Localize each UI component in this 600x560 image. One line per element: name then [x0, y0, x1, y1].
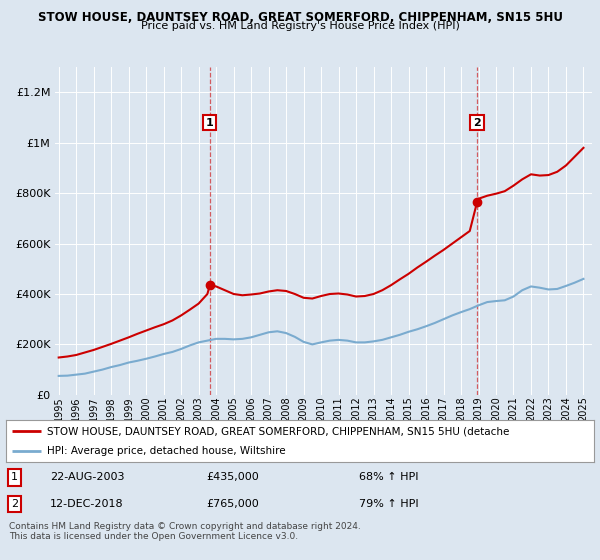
Text: 1: 1	[11, 473, 19, 482]
Text: 2: 2	[11, 499, 19, 509]
Text: STOW HOUSE, DAUNTSEY ROAD, GREAT SOMERFORD, CHIPPENHAM, SN15 5HU (detache: STOW HOUSE, DAUNTSEY ROAD, GREAT SOMERFO…	[47, 426, 509, 436]
Text: 12-DEC-2018: 12-DEC-2018	[50, 499, 124, 509]
Text: STOW HOUSE, DAUNTSEY ROAD, GREAT SOMERFORD, CHIPPENHAM, SN15 5HU: STOW HOUSE, DAUNTSEY ROAD, GREAT SOMERFO…	[37, 11, 563, 24]
Text: Contains HM Land Registry data © Crown copyright and database right 2024.
This d: Contains HM Land Registry data © Crown c…	[9, 522, 361, 542]
Text: £765,000: £765,000	[206, 499, 259, 509]
Text: £435,000: £435,000	[206, 473, 259, 482]
Text: Price paid vs. HM Land Registry's House Price Index (HPI): Price paid vs. HM Land Registry's House …	[140, 21, 460, 31]
Text: 1: 1	[206, 118, 214, 128]
Text: HPI: Average price, detached house, Wiltshire: HPI: Average price, detached house, Wilt…	[47, 446, 286, 456]
Text: 2: 2	[473, 118, 481, 128]
Text: 79% ↑ HPI: 79% ↑ HPI	[359, 499, 418, 509]
Text: 22-AUG-2003: 22-AUG-2003	[50, 473, 125, 482]
Text: 68% ↑ HPI: 68% ↑ HPI	[359, 473, 418, 482]
